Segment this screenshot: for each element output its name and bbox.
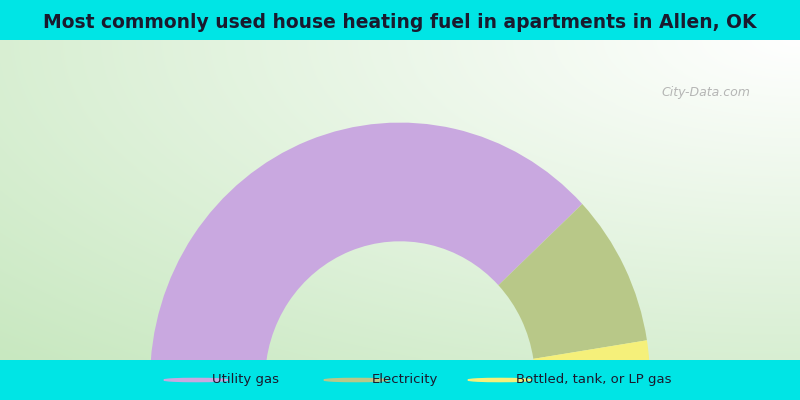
Wedge shape	[498, 204, 647, 359]
Circle shape	[468, 378, 532, 382]
Circle shape	[164, 378, 228, 382]
Text: City-Data.com: City-Data.com	[661, 86, 750, 100]
Circle shape	[324, 378, 388, 382]
Text: Bottled, tank, or LP gas: Bottled, tank, or LP gas	[516, 374, 671, 386]
Text: Most commonly used house heating fuel in apartments in Allen, OK: Most commonly used house heating fuel in…	[43, 12, 757, 32]
Wedge shape	[150, 122, 582, 381]
Text: Electricity: Electricity	[372, 374, 438, 386]
Wedge shape	[534, 340, 650, 381]
Text: Utility gas: Utility gas	[212, 374, 279, 386]
